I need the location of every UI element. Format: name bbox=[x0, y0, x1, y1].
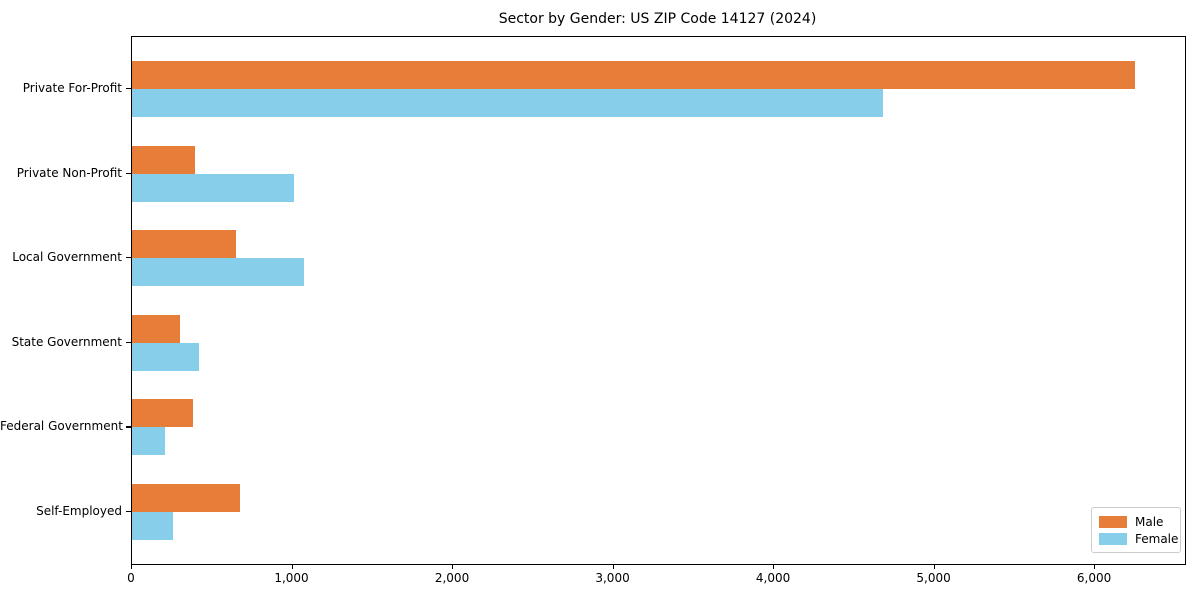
x-tick-label-3: 3,000 bbox=[595, 571, 630, 585]
x-tick-label-2: 2,000 bbox=[434, 571, 470, 585]
male-bar-2 bbox=[132, 230, 237, 259]
legend: Male Female bbox=[1091, 507, 1181, 553]
y-tick-label-5: Self-Employed bbox=[36, 504, 122, 518]
y-tick-mark-3 bbox=[126, 341, 131, 343]
y-tick-label-3: State Government bbox=[11, 334, 122, 349]
x-tick-label-1: 1,000 bbox=[274, 571, 309, 585]
y-tick-mark-5 bbox=[126, 511, 131, 513]
y-tick-mark-0 bbox=[126, 88, 131, 90]
y-tick-label-0: Private For-Profit bbox=[22, 81, 122, 95]
x-tick-label-5: 5,000 bbox=[916, 571, 951, 585]
legend-row-male: Male bbox=[1099, 513, 1172, 530]
x-tick-mark-3 bbox=[612, 564, 614, 569]
female-series-label: Female bbox=[1135, 531, 1179, 546]
female-bar-4 bbox=[132, 427, 165, 456]
plot-area: Male Female bbox=[131, 36, 1186, 565]
y-tick-mark-4 bbox=[126, 426, 131, 428]
chart-title: Sector by Gender: US ZIP Code 14127 (202… bbox=[498, 11, 817, 27]
x-tick-label-0: 0 bbox=[127, 571, 135, 585]
male-bar-1 bbox=[132, 145, 196, 174]
male-bar-0 bbox=[132, 61, 1136, 89]
y-tick-label-1: Private Non-Profit bbox=[16, 165, 122, 180]
x-tick-mark-5 bbox=[933, 564, 935, 569]
y-tick-mark-1 bbox=[126, 172, 131, 174]
male-bar-4 bbox=[132, 399, 193, 428]
y-tick-label-2: Local Government bbox=[12, 250, 122, 265]
x-tick-mark-0 bbox=[131, 564, 133, 569]
female-bar-0 bbox=[132, 89, 884, 117]
female-bar-2 bbox=[132, 258, 304, 287]
legend-row-female: Female bbox=[1099, 530, 1178, 547]
male-series-label: Male bbox=[1135, 514, 1164, 529]
male-series-swatch bbox=[1099, 515, 1127, 528]
female-bar-5 bbox=[132, 512, 173, 540]
x-tick-mark-6 bbox=[1094, 564, 1096, 569]
x-tick-mark-4 bbox=[773, 564, 775, 569]
y-tick-label-4: Federal Government bbox=[0, 419, 123, 434]
x-tick-mark-2 bbox=[452, 564, 454, 569]
female-bar-1 bbox=[132, 173, 295, 202]
x-tick-label-6: 6,000 bbox=[1076, 571, 1112, 585]
y-tick-mark-2 bbox=[126, 257, 131, 259]
female-series-swatch bbox=[1099, 532, 1127, 545]
male-bar-3 bbox=[132, 314, 181, 343]
x-tick-mark-1 bbox=[291, 564, 293, 569]
female-bar-3 bbox=[132, 342, 199, 371]
male-bar-5 bbox=[132, 484, 240, 512]
x-tick-label-4: 4,000 bbox=[755, 571, 791, 585]
